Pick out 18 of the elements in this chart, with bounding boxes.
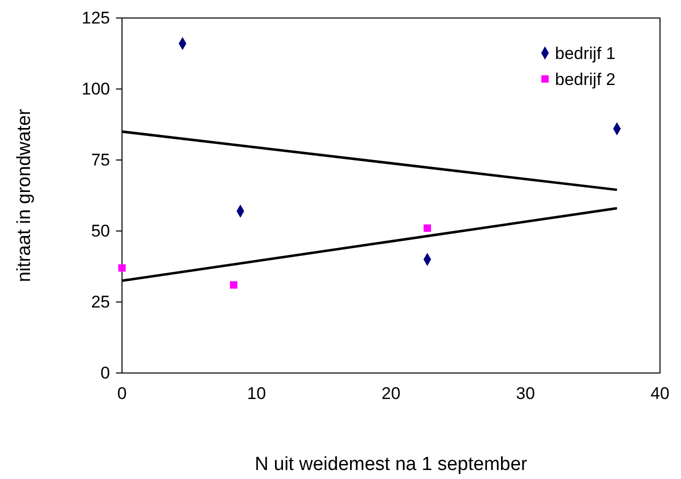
point [230, 281, 238, 289]
y-tick-label: 25 [91, 292, 110, 312]
y-tick-label: 75 [91, 150, 110, 170]
y-tick-label: 0 [100, 363, 110, 382]
legend-label: bedrijf 2 [555, 70, 616, 89]
legend-label: bedrijf 1 [555, 44, 616, 63]
point [118, 264, 126, 272]
x-tick-label: 10 [247, 384, 266, 404]
y-tick-label: 50 [91, 221, 110, 240]
y-tick-label: 125 [82, 8, 110, 28]
point [424, 224, 432, 232]
x-tick-label: 20 [382, 384, 400, 404]
x-tick-label: 0 [117, 384, 127, 404]
x-tick-label: 30 [516, 384, 535, 404]
x-axis-title: N uit weidemest na 1 september [254, 454, 528, 475]
y-tick-label: 100 [82, 79, 110, 98]
y-axis-title: nitraat in grondwater [14, 108, 35, 282]
x-tick-label: 40 [650, 384, 670, 404]
